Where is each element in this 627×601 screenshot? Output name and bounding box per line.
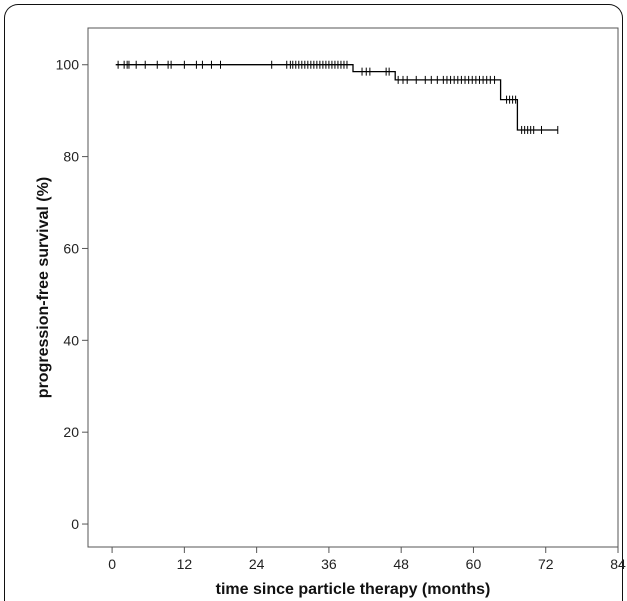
y-axis-title: progression-free survival (%): [35, 177, 52, 398]
plot-area: [87, 27, 619, 548]
y-tick-label: 60: [63, 240, 79, 256]
y-tick-label: 40: [63, 332, 79, 348]
y-tick-label: 100: [56, 57, 80, 73]
censor-marks: [117, 60, 559, 134]
x-tick-label: 48: [393, 556, 409, 572]
x-axis-title: time since particle therapy (months): [216, 581, 491, 598]
y-tick-label: 20: [63, 424, 79, 440]
survival-step-line: [115, 64, 558, 131]
y-tick-label: 0: [71, 516, 79, 532]
x-axis: 0 12 24 36 48 60 72 84: [108, 547, 626, 572]
x-tick-label: 84: [610, 556, 626, 572]
x-tick-label: 12: [177, 556, 193, 572]
y-tick-label: 80: [63, 149, 79, 165]
x-tick-label: 0: [108, 556, 116, 572]
x-tick-label: 60: [466, 556, 482, 572]
x-tick-label: 72: [538, 556, 554, 572]
x-tick-label: 36: [321, 556, 337, 572]
figure-frame: [4, 4, 623, 601]
y-axis: 0 20 40 60 80 100: [56, 57, 88, 532]
x-tick-label: 24: [249, 556, 265, 572]
